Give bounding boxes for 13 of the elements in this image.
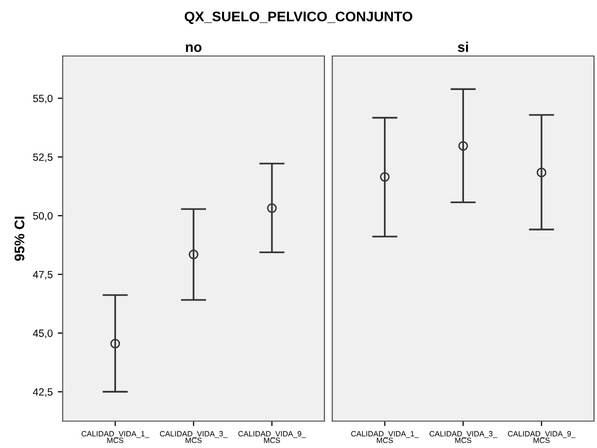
y-tick-label: 42,5 bbox=[32, 388, 53, 397]
point bbox=[267, 203, 277, 214]
chart-subtitle: si bbox=[458, 42, 468, 52]
y-tick-label: 55,0 bbox=[33, 94, 53, 104]
y-axis-title: 95% CI bbox=[14, 216, 24, 261]
chart-subtitle: no bbox=[186, 44, 202, 52]
y-tick-label: 52,5 bbox=[33, 153, 53, 162]
y-tick-label: 45,0 bbox=[32, 330, 53, 338]
point bbox=[188, 250, 198, 260]
y-tick-label: 47,5 bbox=[32, 270, 53, 280]
point bbox=[110, 338, 120, 348]
y-tick-label: 50,0 bbox=[33, 212, 53, 221]
chart-title: QX_SUELO_PELVICO_CONJUNTO bbox=[184, 12, 412, 24]
